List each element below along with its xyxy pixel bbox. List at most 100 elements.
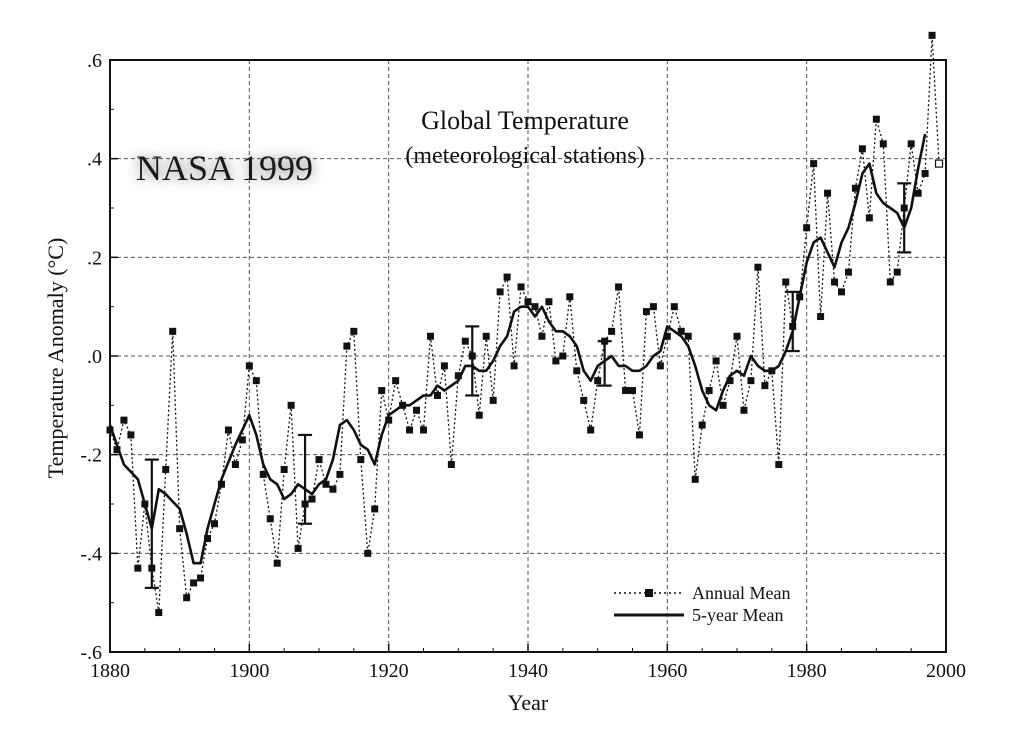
annual-mean-point	[810, 160, 818, 168]
annual-mean-point	[670, 303, 678, 311]
annual-mean-point	[642, 308, 650, 316]
nasa-1999-watermark: NASA 1999	[136, 148, 313, 188]
annual-mean-point	[740, 406, 748, 414]
annual-mean-point	[496, 288, 504, 296]
annual-mean-point	[461, 337, 469, 345]
annual-mean-point	[775, 461, 783, 469]
annual-mean-point	[573, 367, 581, 375]
annual-mean-point	[782, 278, 790, 286]
annual-mean-point	[259, 470, 267, 478]
annual-mean-point	[858, 145, 866, 153]
annual-mean-point	[893, 268, 901, 276]
annual-mean-point	[211, 520, 218, 528]
legend: Annual Mean 5-year Mean	[614, 583, 790, 625]
y-tick-label: -.4	[80, 543, 102, 565]
annual-mean-point	[385, 416, 393, 424]
annual-mean-point	[127, 431, 135, 439]
y-tick-label: .4	[87, 149, 102, 171]
annual-mean-point	[336, 470, 344, 478]
annual-mean-extension	[931, 35, 940, 164]
annual-mean-point	[761, 382, 769, 390]
annual-mean-point	[169, 327, 177, 335]
annual-mean-point	[245, 362, 253, 370]
annual-mean-point	[364, 549, 372, 557]
annual-mean-point	[726, 377, 734, 385]
annual-mean-point	[350, 327, 358, 335]
annual-mean-point	[426, 332, 434, 340]
annual-mean-point	[176, 525, 184, 533]
annual-mean-point	[817, 313, 825, 321]
annual-mean-point	[475, 411, 483, 419]
annual-mean-point	[322, 480, 330, 488]
x-tick-label: 1940	[508, 660, 548, 682]
annual-mean-point	[392, 377, 400, 385]
grid	[110, 60, 946, 652]
annual-mean-point	[754, 263, 762, 271]
annual-mean-point	[921, 169, 929, 177]
annual-mean-point	[552, 357, 560, 365]
annual-mean-point	[545, 298, 553, 306]
chart-subtitle: (meteorological stations)	[405, 143, 644, 169]
x-tick-label: 1960	[647, 660, 687, 682]
annual-mean-point	[280, 465, 288, 473]
annual-mean-point	[287, 401, 295, 409]
annual-mean-point	[851, 184, 859, 192]
annual-mean-point	[656, 362, 664, 370]
annual-mean-point	[266, 515, 274, 523]
chart-title: Global Temperature	[421, 106, 629, 135]
annual-mean-point	[768, 367, 776, 375]
annual-mean-point	[273, 559, 281, 567]
annual-mean-point	[315, 456, 323, 464]
annual-mean-point	[594, 377, 602, 385]
annual-mean-point	[413, 406, 421, 414]
annual-mean-point	[698, 421, 706, 429]
annual-mean-point	[635, 431, 643, 439]
annual-mean-point	[503, 273, 511, 281]
annual-mean-point	[197, 574, 205, 582]
annual-mean-point	[796, 293, 804, 301]
annual-mean-point	[343, 342, 351, 350]
annual-mean-open-point	[934, 159, 944, 168]
x-tick-label: 1920	[369, 660, 409, 682]
annual-mean-point	[622, 387, 630, 395]
annual-mean-point	[357, 456, 365, 464]
annual-mean-point	[691, 475, 699, 483]
annual-mean-point	[844, 268, 852, 276]
annual-mean-point	[677, 327, 685, 335]
annual-mean-point	[705, 387, 713, 395]
annual-mean-point	[803, 224, 811, 232]
annual-mean-point	[649, 303, 657, 311]
annual-mean-point	[733, 332, 741, 340]
annual-mean-point	[329, 485, 337, 493]
annual-mean-point	[587, 426, 595, 434]
annual-mean-point	[879, 140, 887, 148]
annual-mean-point	[406, 426, 414, 434]
annual-mean-point	[113, 446, 121, 454]
annual-mean-point	[580, 396, 588, 404]
annual-mean-point	[141, 500, 149, 508]
x-tick-label: 1880	[90, 660, 130, 682]
y-tick-label: .6	[87, 50, 102, 72]
annual-mean-point	[155, 609, 163, 617]
annual-mean-point	[566, 293, 574, 301]
annual-mean-point	[134, 564, 142, 572]
y-axis-title: Temperature Anomaly (°C)	[43, 238, 68, 479]
x-tick-label: 1900	[229, 660, 269, 682]
annual-mean-point	[684, 332, 692, 340]
x-tick-label: 1980	[787, 660, 827, 682]
annual-mean-point	[489, 396, 497, 404]
x-axis-title: Year	[508, 690, 549, 715]
annual-mean-point	[629, 387, 636, 395]
annual-mean-point	[308, 495, 316, 503]
annual-mean-point	[886, 278, 894, 286]
annual-mean-point	[559, 352, 567, 360]
annual-mean-point	[719, 401, 727, 409]
annual-mean-point	[190, 579, 198, 587]
x-tick-label: 2000	[926, 660, 966, 682]
annual-mean-point	[378, 387, 386, 395]
y-tick-label: .2	[87, 247, 102, 269]
annual-mean-point	[831, 278, 839, 286]
annual-mean-point	[204, 535, 212, 543]
annual-mean-point	[371, 505, 379, 513]
annual-mean-point	[120, 416, 128, 424]
